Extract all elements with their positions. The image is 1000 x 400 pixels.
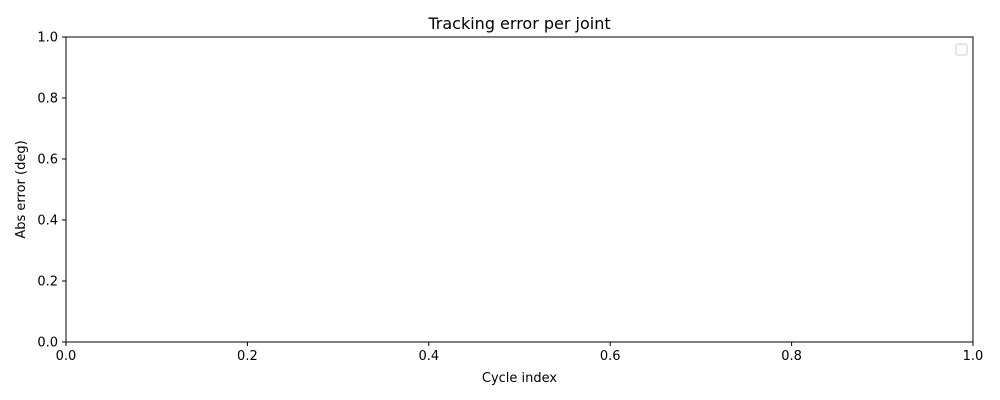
x-tick-label: 0.8	[781, 349, 802, 364]
y-tick-label: 0.8	[37, 92, 58, 107]
x-axis-ticks: 0.0 0.2 0.4 0.6 0.8 1.0	[56, 342, 984, 364]
x-tick-label: 0.6	[600, 349, 621, 364]
x-axis-label: Cycle index	[482, 371, 558, 386]
x-tick-label: 0.2	[237, 349, 258, 364]
x-tick-label: 1.0	[963, 349, 984, 364]
y-tick-label: 1.0	[37, 31, 58, 46]
y-axis-label: Abs error (deg)	[14, 140, 29, 238]
x-tick-label: 0.4	[418, 349, 439, 364]
y-axis-ticks: 0.0 0.2 0.4 0.6 0.8 1.0	[37, 31, 66, 351]
y-tick-label: 0.0	[37, 336, 58, 351]
x-tick-label: 0.0	[56, 349, 77, 364]
legend-box	[955, 43, 968, 56]
y-tick-label: 0.6	[37, 153, 58, 168]
plot-frame	[65, 36, 974, 343]
y-tick-label: 0.2	[37, 275, 58, 290]
chart-title: Tracking error per joint	[427, 14, 610, 33]
plot-area	[66, 37, 973, 342]
y-tick-label: 0.4	[37, 214, 58, 229]
